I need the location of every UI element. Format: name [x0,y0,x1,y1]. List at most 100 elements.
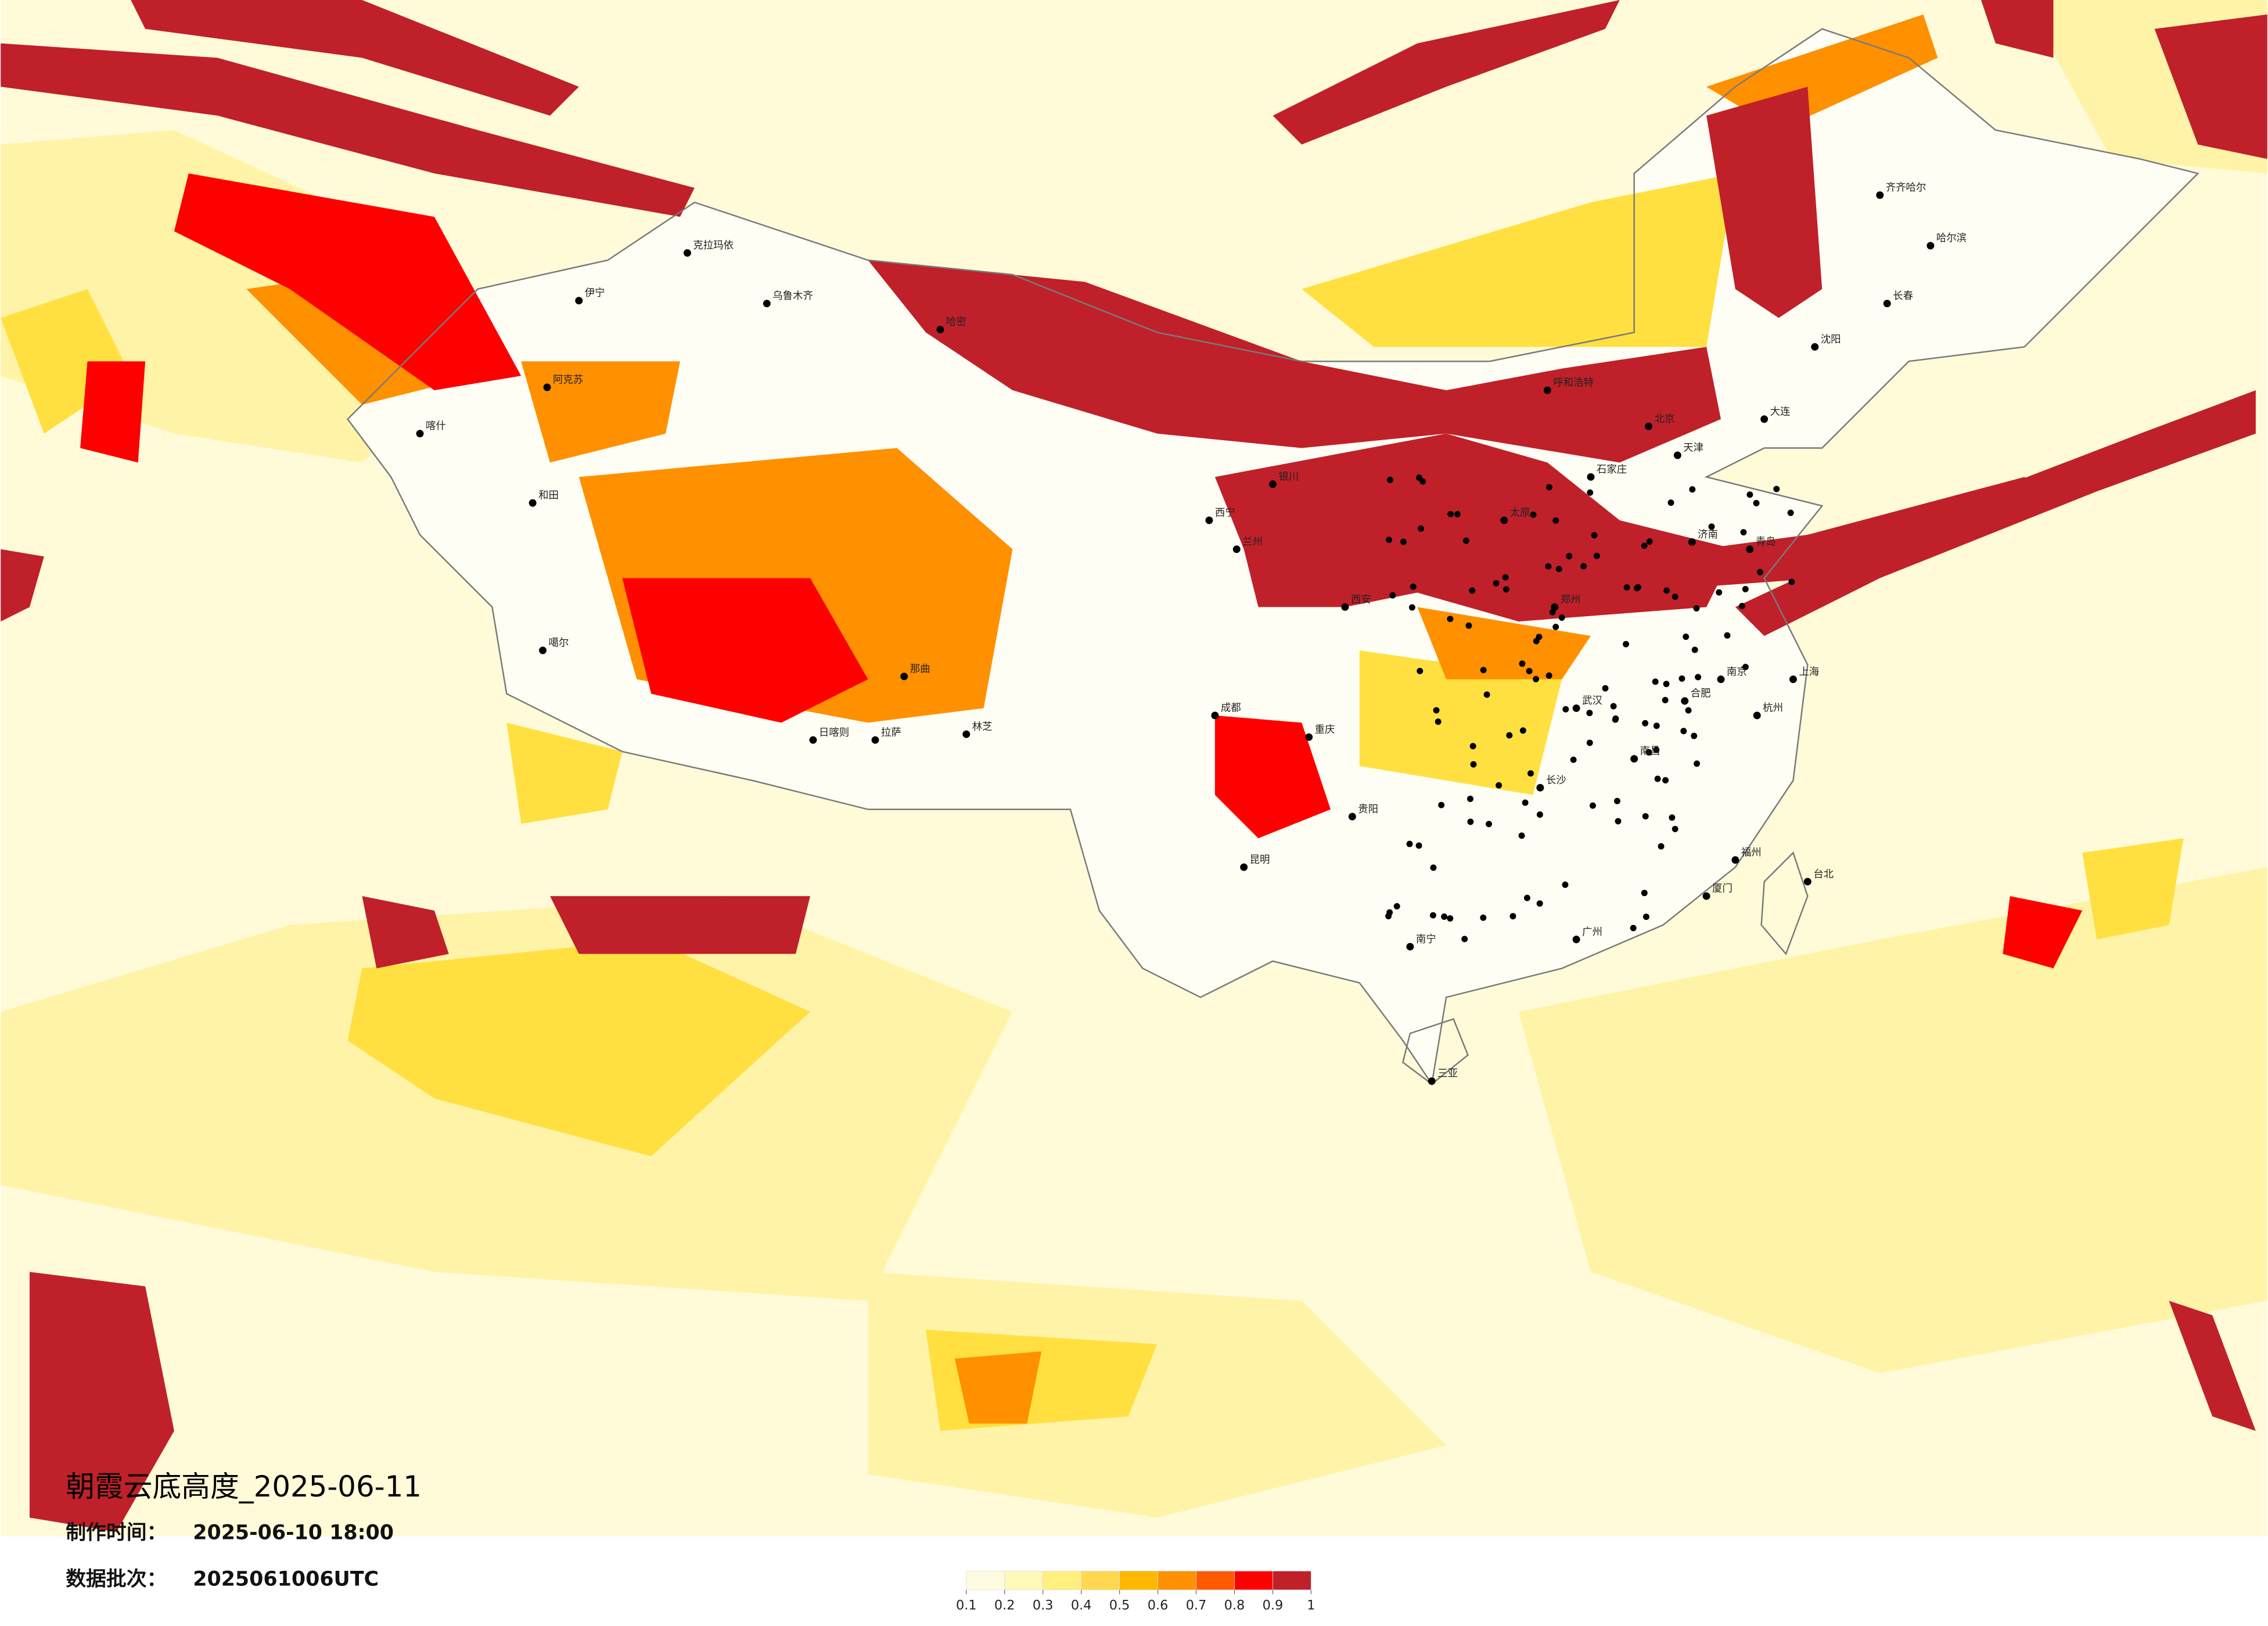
city-dot [1753,711,1761,720]
city-dot [1348,812,1356,821]
city-label: 兰州 [1242,536,1263,548]
station-dot [1740,529,1747,536]
station-dot [1467,818,1474,825]
station-dot [1708,523,1715,530]
station-dot [1672,826,1678,833]
city-dot [539,646,547,654]
city-label: 长沙 [1546,775,1566,786]
station-dot [1695,674,1702,681]
city-dot [1702,892,1710,900]
station-dot [1454,510,1461,517]
city-label: 日喀则 [819,727,849,739]
city-dot [1645,422,1653,430]
station-dot [1545,672,1552,679]
station-dot [1641,890,1648,897]
city-dot [1536,783,1544,792]
city-label: 伊宁 [585,287,605,299]
station-dot [1753,499,1760,506]
station-dot [1589,802,1596,809]
city-dot [763,300,771,308]
station-dot [1480,667,1487,674]
station-dot [1658,843,1665,850]
station-dot [1469,587,1476,594]
station-dot [1662,777,1669,784]
city-label: 石家庄 [1597,464,1627,476]
station-dot [1716,589,1723,596]
station-dot [1503,586,1509,593]
city-label: 喀什 [426,420,446,432]
station-dot [1680,728,1687,735]
station-dot [1523,894,1530,901]
station-dot [1788,578,1795,585]
station-dot [1693,605,1700,612]
legend-swatch [1043,1571,1082,1591]
city-label: 南宁 [1416,934,1436,945]
legend-tick-label: 0.4 [1071,1598,1092,1613]
station-dot [1462,537,1469,544]
city-dot [1811,343,1819,351]
station-dot [1672,593,1678,600]
city-label: 郑州 [1561,594,1581,606]
city-label: 台北 [1813,869,1834,880]
station-dot [1447,915,1454,922]
city-dot [1673,451,1681,459]
legend-swatch [966,1571,1005,1591]
station-dot [1385,537,1392,544]
station-dot [1645,749,1652,756]
legend-swatch [1004,1571,1044,1591]
city-dot [1543,386,1551,394]
city-dot [1630,755,1638,763]
city-label: 南昌 [1640,746,1660,757]
station-dot [1438,801,1445,808]
station-dot [1787,509,1794,516]
city-label: 林芝 [972,721,993,733]
station-dot [1724,632,1731,639]
station-dot [1630,924,1637,931]
city-label: 克拉玛依 [693,240,734,251]
city-dot [936,325,944,333]
station-dot [1447,510,1454,517]
station-dot [1447,616,1454,623]
station-dot [1519,727,1526,734]
city-dot [1789,675,1797,684]
city-label: 乌鲁木齐 [772,290,813,302]
station-dot [1663,587,1670,594]
station-dot [1522,799,1529,806]
station-dot [1415,842,1422,849]
station-dot [1612,715,1619,722]
city-dot [871,736,879,744]
station-dot [1742,663,1749,670]
station-dot [1545,484,1552,491]
city-dot [1803,877,1811,886]
station-dot [1646,538,1653,545]
legend: 0.1 0.2 0.3 0.4 0.5 0.6 0.7 0.8 0.9 1 [956,1571,1315,1613]
legend-tick-label: 0.1 [956,1598,977,1613]
station-dot [1652,678,1659,685]
station-dot [1653,722,1660,729]
station-dot [1691,646,1698,653]
legend-tick-label: 1 [1307,1598,1315,1613]
legend-swatch [1273,1571,1311,1591]
city-label: 武汉 [1582,695,1602,707]
china-border [346,28,2199,1086]
city-dot [1551,603,1559,611]
city-label: 合肥 [1691,688,1711,700]
station-dot [1430,864,1437,871]
city-dot [683,249,691,257]
city-label: 重庆 [1315,724,1335,736]
station-dot [1406,840,1413,847]
station-dot [1634,584,1641,591]
station-dot [1536,900,1543,907]
batch-label: 数据批次： [66,1567,167,1591]
station-dot [1486,821,1492,828]
station-dot [1441,913,1448,920]
legend-tick-label: 0.3 [1033,1598,1054,1613]
station-dot [1562,706,1569,713]
station-dot [1587,489,1594,496]
station-dot [1669,814,1676,821]
legend-tick-label: 0.9 [1263,1598,1284,1613]
city-label: 福州 [1741,847,1762,858]
station-dot [1502,574,1509,581]
